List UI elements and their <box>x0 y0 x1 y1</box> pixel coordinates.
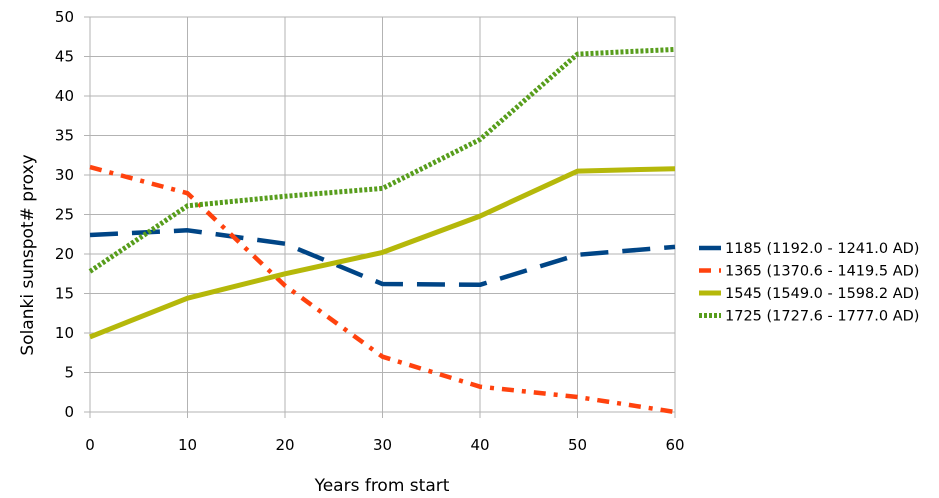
x-tick-label: 50 <box>568 436 587 454</box>
x-tick-label: 10 <box>178 436 197 454</box>
y-tick-label: 5 <box>64 364 74 382</box>
y-tick-label: 25 <box>55 206 74 224</box>
y-tick-label: 20 <box>55 245 74 263</box>
plot-area-border <box>89 16 676 413</box>
x-tick-label: 40 <box>470 436 489 454</box>
y-tick-label: 0 <box>64 403 74 421</box>
tick-labels: 0 5 10 15 20 25 30 35 40 45 50 0 10 20 30 40 50 60 <box>55 8 685 454</box>
x-tick-label: 20 <box>275 436 294 454</box>
series-lines <box>88 46 676 415</box>
series-line-2 <box>89 166 676 340</box>
grid-lines <box>89 16 676 413</box>
y-tick-label: 30 <box>55 166 74 184</box>
legend-label-0: 1185 (1192.0 - 1241.0 AD) <box>725 241 919 257</box>
series-line-0 <box>89 228 676 288</box>
legend: 1185 (1192.0 - 1241.0 AD) 1365 (1370.6 - … <box>699 241 919 325</box>
y-tick-label: 50 <box>55 8 74 26</box>
series-line-1 <box>89 164 676 415</box>
x-axis-title: Years from start <box>314 476 450 496</box>
x-tick-label: 0 <box>85 436 95 454</box>
y-tick-label: 15 <box>55 285 74 303</box>
x-tick-label: 30 <box>373 436 392 454</box>
legend-label-2: 1545 (1549.0 - 1598.2 AD) <box>725 286 919 302</box>
y-tick-label: 35 <box>55 127 74 145</box>
x-tick-label: 60 <box>665 436 684 454</box>
legend-label-3: 1725 (1727.6 - 1777.0 AD) <box>725 309 919 325</box>
series-line-3 <box>88 46 676 274</box>
axes <box>84 16 676 418</box>
y-tick-label: 45 <box>55 48 74 66</box>
legend-label-1: 1365 (1370.6 - 1419.5 AD) <box>725 264 919 280</box>
y-tick-label: 40 <box>55 87 74 105</box>
y-axis-title: Solanki sunspot# proxy <box>18 154 38 355</box>
y-tick-label: 10 <box>55 324 74 342</box>
